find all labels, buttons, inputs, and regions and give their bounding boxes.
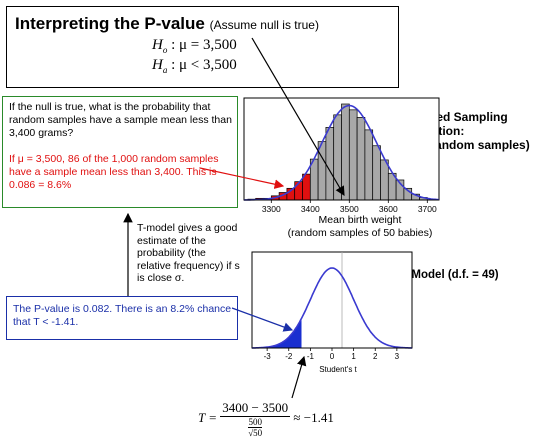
formula-den-num: 500 bbox=[248, 417, 263, 428]
histogram-bar bbox=[302, 173, 311, 201]
tmodel-tick-label: 0 bbox=[330, 352, 335, 361]
histogram-xlabel: Mean birth weight (random samples of 50 … bbox=[270, 214, 450, 240]
formula-lhs: T = bbox=[198, 409, 218, 425]
tmodel-tick-label: 2 bbox=[373, 352, 378, 361]
tmodel-tick-label: -3 bbox=[264, 352, 272, 361]
tmodel-xlabel: Student's t bbox=[319, 365, 357, 374]
histogram-bar bbox=[348, 109, 358, 201]
histogram-bar bbox=[325, 127, 335, 201]
histogram-xlabel-sub: (random samples of 50 babies) bbox=[287, 227, 433, 239]
histogram-normal-curve bbox=[244, 104, 440, 201]
tmodel-tick-label: -1 bbox=[307, 352, 315, 361]
tmodel-density-curve bbox=[252, 267, 412, 349]
t-statistic-formula: T = 3400 − 3500 500 √50 ≈ −1.41 bbox=[198, 400, 334, 438]
hypothesis-arrow bbox=[251, 37, 345, 197]
page-title: Interpreting the P-value (Assume null is… bbox=[15, 14, 319, 34]
formula-den-den: √50 bbox=[248, 428, 263, 438]
tmodel-frame bbox=[251, 251, 413, 349]
pvalue-box: The P-value is 0.082. There is an 8.2% c… bbox=[6, 296, 238, 340]
histogram-tick-label: 3500 bbox=[340, 204, 359, 214]
tmodel-shaded-tail bbox=[252, 318, 302, 348]
histogram-bar bbox=[294, 181, 303, 201]
tmodel-tick-label: -2 bbox=[285, 352, 293, 361]
tmodel-title: T- Model (d.f. = 49) bbox=[398, 269, 499, 281]
histogram-xlabel-main: Mean birth weight bbox=[318, 214, 402, 226]
pvalue-text: The P-value is 0.082. There is an 8.2% c… bbox=[13, 303, 232, 328]
histogram-bar bbox=[380, 159, 389, 201]
histogram-bar bbox=[333, 114, 342, 201]
answer-text: If μ = 3,500, 86 of the 1,000 random sam… bbox=[9, 153, 219, 191]
title-box: Interpreting the P-value (Assume null is… bbox=[6, 6, 399, 88]
histogram-bar bbox=[356, 117, 366, 201]
null-hypothesis: Ho : μ = 3,500 bbox=[152, 37, 237, 55]
histogram-tick-label: 3300 bbox=[262, 204, 281, 214]
pvalue-arrow bbox=[231, 307, 294, 332]
formula-fraction: 3400 − 3500 500 √50 bbox=[220, 400, 291, 438]
alt-hypothesis: Ha : μ < 3,500 bbox=[152, 57, 237, 75]
histogram-bar bbox=[341, 103, 350, 201]
histogram-ticks: 3300 3400 3500 3600 3700 bbox=[262, 200, 437, 214]
title-main: Interpreting the P-value bbox=[15, 14, 205, 33]
formula-numerator: 3400 − 3500 bbox=[220, 400, 291, 417]
tmodel-tick-label: 1 bbox=[351, 352, 356, 361]
histogram-tick-label: 3600 bbox=[379, 204, 398, 214]
histogram-bar bbox=[364, 129, 374, 201]
tmodel-note: T-model gives a good estimate of the pro… bbox=[137, 222, 240, 284]
histogram-tick-label: 3400 bbox=[301, 204, 320, 214]
question-text: If the null is true, what is the probabi… bbox=[9, 101, 232, 139]
histogram-bar bbox=[317, 141, 327, 201]
formula-arrow bbox=[291, 355, 307, 399]
formula-result: ≈ −1.41 bbox=[293, 409, 334, 425]
formula-denominator: 500 √50 bbox=[220, 417, 290, 438]
tmodel-ticks: -3 -2 -1 0 1 2 3 bbox=[264, 348, 400, 361]
histogram-bar bbox=[372, 145, 381, 201]
tmodel-tick-label: 3 bbox=[395, 352, 400, 361]
question-box: If the null is true, what is the probabi… bbox=[2, 96, 238, 208]
histogram-bars bbox=[247, 103, 428, 201]
histogram-tick-label: 3700 bbox=[418, 204, 437, 214]
title-note: (Assume null is true) bbox=[209, 18, 319, 32]
answer-arrow bbox=[199, 167, 285, 189]
